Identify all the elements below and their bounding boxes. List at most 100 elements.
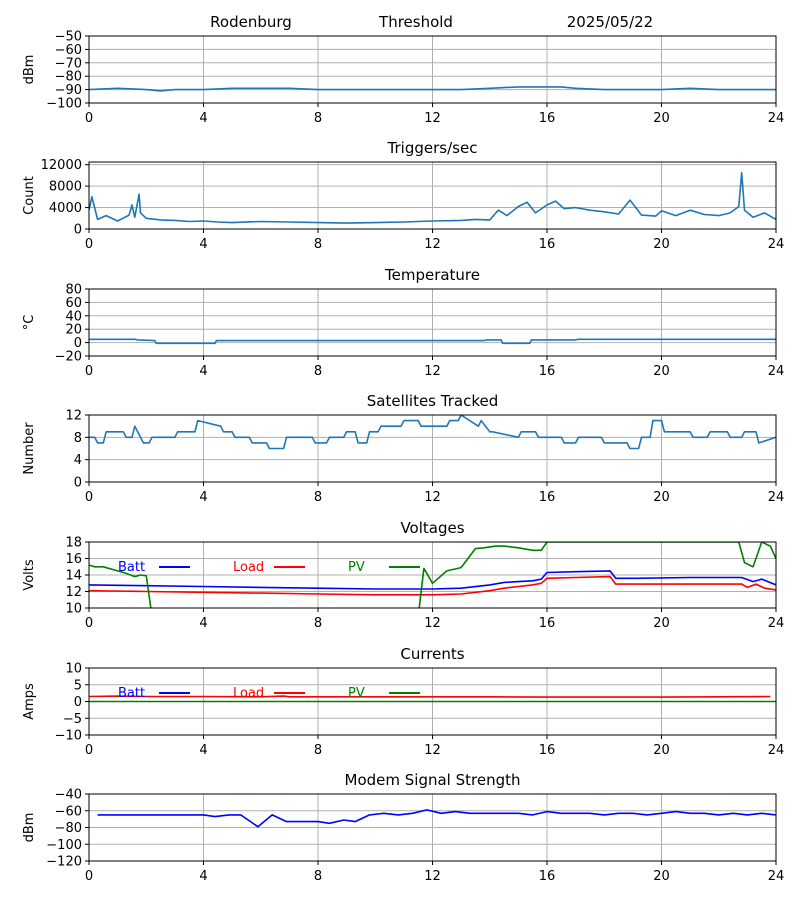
x-tick-label: 4 bbox=[199, 869, 207, 884]
y-tick-label: −90 bbox=[55, 83, 82, 98]
x-tick-label: 24 bbox=[768, 237, 785, 252]
x-tick-label: 4 bbox=[199, 490, 207, 505]
x-tick-label: 24 bbox=[768, 364, 785, 379]
x-tick-label: 16 bbox=[539, 111, 556, 126]
y-tick-label: −60 bbox=[55, 804, 82, 819]
panel-title: Triggers/sec bbox=[387, 139, 478, 157]
y-axis-label: dBm bbox=[22, 55, 37, 85]
series-line-data bbox=[89, 338, 776, 345]
x-tick-label: 24 bbox=[768, 743, 785, 758]
x-tick-label: 20 bbox=[653, 111, 670, 126]
header-mode: Threshold bbox=[378, 13, 453, 31]
x-tick-label: 0 bbox=[85, 237, 93, 252]
x-tick-label: 12 bbox=[424, 743, 441, 758]
y-tick-label: 60 bbox=[65, 296, 82, 311]
legend-label-pv: PV bbox=[348, 560, 365, 575]
panel-2: 0 4 8 12 16 20 24 0 4000 8000 12000 Count Triggers/s… bbox=[22, 139, 784, 252]
panel-title: Currents bbox=[400, 645, 464, 663]
x-tick-label: 0 bbox=[85, 490, 93, 505]
y-tick-label: 4000 bbox=[49, 201, 82, 216]
x-tick-label: 0 bbox=[85, 743, 93, 758]
x-tick-label: 8 bbox=[314, 237, 322, 252]
x-tick-label: 4 bbox=[199, 743, 207, 758]
series-line-data bbox=[89, 171, 776, 224]
x-tick-label: 12 bbox=[424, 364, 441, 379]
y-tick-label: 8000 bbox=[49, 180, 82, 195]
x-tick-label: 12 bbox=[424, 490, 441, 505]
x-tick-label: 24 bbox=[768, 869, 785, 884]
y-tick-label: 12000 bbox=[41, 158, 82, 173]
x-tick-label: 12 bbox=[424, 237, 441, 252]
x-tick-label: 16 bbox=[539, 743, 556, 758]
x-tick-label: 4 bbox=[199, 111, 207, 126]
x-tick-label: 24 bbox=[768, 490, 785, 505]
series-line-load bbox=[89, 695, 771, 698]
x-tick-label: 12 bbox=[424, 616, 441, 631]
panel-1: 0 4 8 12 16 20 24 −100−90−80−70−60−50 dBm bbox=[22, 30, 784, 127]
y-axis-label: Count bbox=[22, 176, 37, 215]
y-tick-label: −70 bbox=[55, 56, 82, 71]
y-tick-label: −60 bbox=[55, 43, 82, 58]
x-tick-label: 8 bbox=[314, 616, 322, 631]
x-tick-label: 16 bbox=[539, 490, 556, 505]
x-tick-label: 16 bbox=[539, 616, 556, 631]
panel-title: Temperature bbox=[384, 266, 480, 284]
y-tick-label: 5 bbox=[74, 678, 82, 693]
y-tick-label: 10 bbox=[65, 602, 82, 617]
x-tick-label: 16 bbox=[539, 237, 556, 252]
y-tick-label: 4 bbox=[74, 453, 82, 468]
y-tick-label: −100 bbox=[46, 97, 82, 112]
y-tick-label: 20 bbox=[65, 323, 82, 338]
y-tick-label: −40 bbox=[55, 788, 82, 803]
x-tick-label: 20 bbox=[653, 743, 670, 758]
y-tick-label: −5 bbox=[63, 712, 82, 727]
x-tick-label: 8 bbox=[314, 869, 322, 884]
y-tick-label: −10 bbox=[55, 729, 82, 744]
y-tick-label: 12 bbox=[65, 585, 82, 600]
y-tick-label: −100 bbox=[46, 838, 82, 853]
x-tick-label: 16 bbox=[539, 869, 556, 884]
x-tick-label: 0 bbox=[85, 364, 93, 379]
y-tick-label: −80 bbox=[55, 70, 82, 85]
series-line-data bbox=[97, 809, 776, 828]
x-tick-label: 4 bbox=[199, 364, 207, 379]
y-tick-label: 0 bbox=[74, 223, 82, 238]
series-line-data bbox=[89, 86, 776, 92]
y-tick-label: −20 bbox=[55, 350, 82, 365]
panel-title: Voltages bbox=[400, 519, 464, 537]
series-line-data bbox=[89, 415, 776, 450]
x-tick-label: 0 bbox=[85, 616, 93, 631]
y-tick-label: −120 bbox=[46, 855, 82, 870]
x-tick-label: 24 bbox=[768, 111, 785, 126]
header-date: 2025/05/22 bbox=[567, 13, 653, 31]
x-tick-label: 16 bbox=[539, 364, 556, 379]
panel-6: 0 4 8 12 16 20 24 −10 −5 0 510 Amps Currents Batt Load… bbox=[22, 645, 784, 758]
x-tick-label: 20 bbox=[653, 869, 670, 884]
y-axis-label: Volts bbox=[22, 559, 37, 591]
x-tick-label: 20 bbox=[653, 490, 670, 505]
x-tick-label: 12 bbox=[424, 111, 441, 126]
panel-title: Satellites Tracked bbox=[367, 392, 498, 410]
x-tick-label: 12 bbox=[424, 869, 441, 884]
series-line-batt bbox=[89, 570, 776, 590]
x-tick-label: 20 bbox=[653, 616, 670, 631]
x-tick-label: 8 bbox=[314, 111, 322, 126]
x-tick-label: 0 bbox=[85, 111, 93, 126]
y-tick-label: 0 bbox=[74, 336, 82, 351]
y-axis-label: dBm bbox=[22, 813, 37, 843]
y-tick-label: 0 bbox=[74, 695, 82, 710]
x-tick-label: 8 bbox=[314, 364, 322, 379]
x-tick-label: 0 bbox=[85, 869, 93, 884]
x-tick-label: 4 bbox=[199, 616, 207, 631]
legend-label-batt: Batt bbox=[118, 560, 145, 575]
series-line-pv bbox=[89, 542, 776, 608]
series-line-load bbox=[89, 575, 776, 596]
header-site: Rodenburg bbox=[210, 13, 292, 31]
y-tick-label: 14 bbox=[65, 569, 82, 584]
y-axis-label: Amps bbox=[22, 683, 37, 720]
legend-label-pv: PV bbox=[348, 686, 365, 701]
